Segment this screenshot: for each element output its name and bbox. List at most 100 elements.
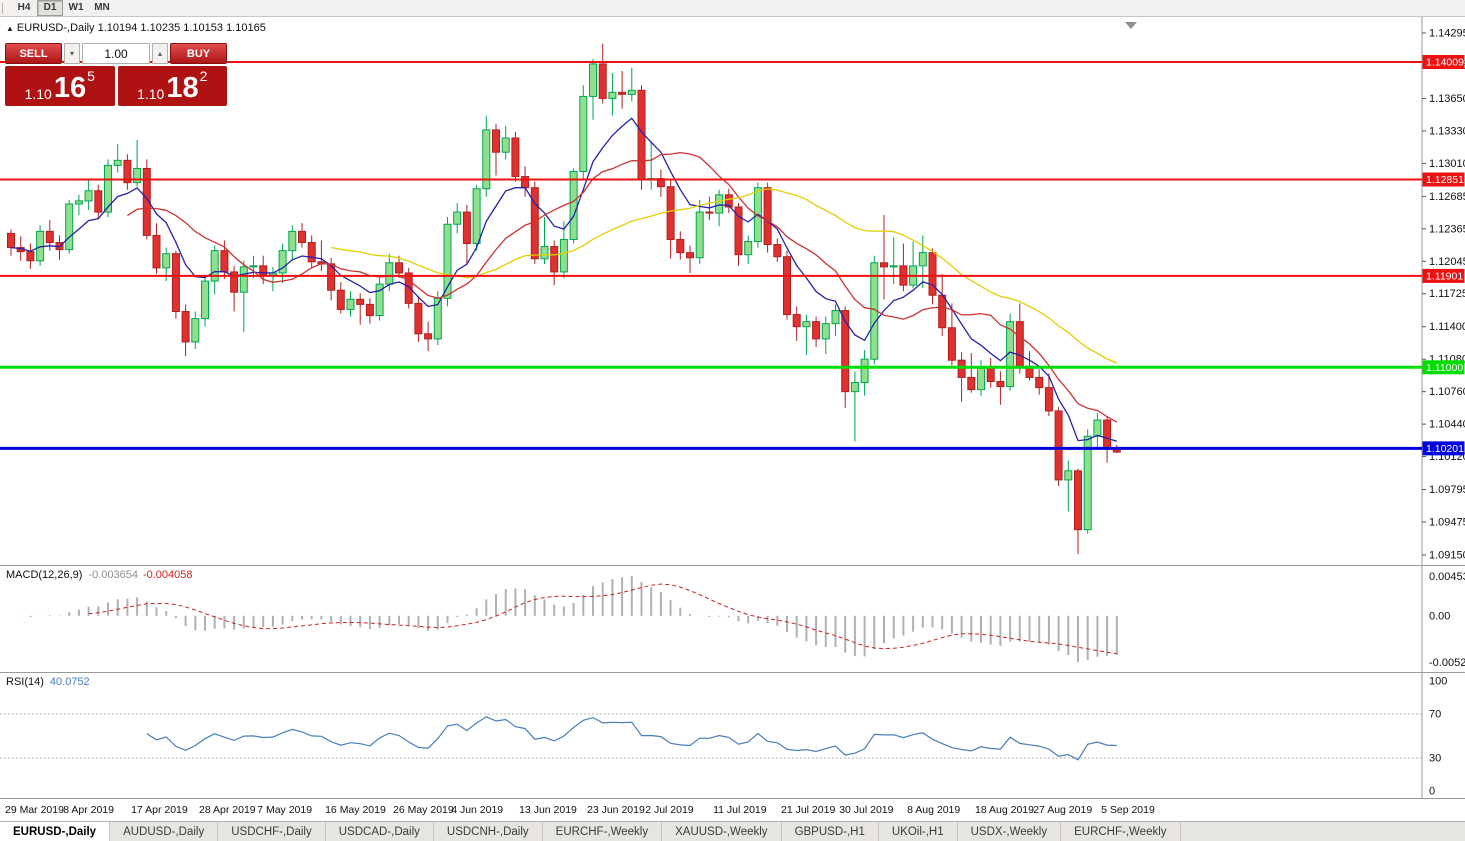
timeframe-button-h4[interactable]: H4 <box>17 2 31 13</box>
candle <box>686 245 694 273</box>
timeframe-button-w1[interactable]: W1 <box>68 2 84 13</box>
candle <box>744 235 753 264</box>
price-axis-label: 1.09795 <box>1429 484 1465 496</box>
candle <box>656 169 665 197</box>
candle <box>26 243 35 269</box>
volume-input[interactable] <box>82 43 150 64</box>
toolbar-grip-handle[interactable] <box>2 2 6 14</box>
rsi-chart[interactable]: 100 70 30 0 <box>0 673 1465 799</box>
chart-tab-5[interactable]: EURCHF-,Weekly <box>543 822 663 841</box>
chart-tab-7[interactable]: GBPUSD-,H1 <box>782 822 879 841</box>
one-click-prices-row: 1.10 16 5 1.10 18 2 <box>5 66 227 106</box>
candle <box>967 353 976 393</box>
volume-decrease-button[interactable]: ▾ <box>64 43 80 64</box>
sell-price-display[interactable]: 1.10 16 5 <box>5 66 115 106</box>
time-axis-label: 28 Apr 2019 <box>199 804 256 816</box>
candle <box>996 371 1005 405</box>
candle <box>501 125 510 160</box>
price-axis-label: 1.11725 <box>1429 288 1465 300</box>
chart-shift-marker-icon[interactable] <box>1125 22 1137 29</box>
chevron-up-icon: ▴ <box>157 48 162 58</box>
candle <box>65 199 74 254</box>
chart-tab-6[interactable]: XAUUSD-,Weekly <box>662 822 782 841</box>
price-axis-label: 1.12365 <box>1429 223 1465 235</box>
rsi-axis-label: 30 <box>1429 753 1441 765</box>
candle <box>559 221 568 279</box>
time-axis-label: 21 Jul 2019 <box>781 804 836 816</box>
candle <box>695 199 704 264</box>
chart-marker-icon: ▲ <box>6 24 14 33</box>
candle <box>36 225 45 266</box>
candle <box>715 189 724 227</box>
rsi-panel: 100 70 30 0 RSI(14) 40.0752 <box>0 672 1465 799</box>
ma-line-mid <box>127 151 1118 423</box>
macd-panel: 0.004536 0.00 -0.005205 MACD(12,26,9) -0.00… <box>0 565 1465 673</box>
candle <box>414 296 423 342</box>
candle <box>375 278 384 321</box>
candle <box>171 250 180 319</box>
time-axis-label: 18 Aug 2019 <box>975 804 1034 816</box>
buy-button[interactable]: BUY <box>170 43 227 64</box>
chart-tab-8[interactable]: UKOil-,H1 <box>879 822 958 841</box>
timeframe-button-mn[interactable]: MN <box>94 2 110 13</box>
chart-tab-2[interactable]: USDCHF-,Daily <box>218 822 326 841</box>
price-axis-label: 1.10440 <box>1429 419 1465 431</box>
price-axis-label: 1.12045 <box>1429 256 1465 268</box>
chart-tab-10[interactable]: EURCHF-,Weekly <box>1061 822 1181 841</box>
sell-button[interactable]: SELL <box>5 43 62 64</box>
chart-tab-4[interactable]: USDCNH-,Daily <box>434 822 543 841</box>
candle <box>880 215 888 300</box>
candle <box>152 223 161 274</box>
candle <box>104 159 112 218</box>
time-axis-label: 5 Sep 2019 <box>1101 804 1155 816</box>
candle <box>1054 406 1063 487</box>
price-axis-label: 1.13650 <box>1429 93 1465 105</box>
chart-tab-0[interactable]: EURUSD-,Daily <box>0 822 111 841</box>
price-chart[interactable]: 1.142951.139751.136501.133301.130101.126… <box>0 17 1465 565</box>
candle <box>899 243 908 292</box>
time-axis[interactable]: 29 Mar 2019 8 Apr 2019 17 Apr 2019 28 Apr 2… <box>0 798 1465 821</box>
timeframe-button-d1[interactable]: D1 <box>37 0 63 16</box>
candle <box>268 266 277 292</box>
chart-header: ▲ EURUSD-,Daily 1.10194 1.10235 1.10153 1… <box>6 22 266 34</box>
macd-main-value: -0.003654 <box>88 569 138 581</box>
candle <box>94 184 103 219</box>
candle <box>841 306 850 408</box>
sell-price-point: 5 <box>87 68 95 84</box>
macd-axis-label: 0.004536 <box>1429 571 1465 583</box>
price-level-badge-label: 1.11000 <box>1426 362 1463 374</box>
candle <box>627 68 636 102</box>
candle <box>336 282 345 314</box>
candle <box>1035 369 1044 395</box>
candle <box>1093 412 1102 449</box>
candle <box>763 182 772 253</box>
chart-tab-1[interactable]: AUDUSD-,Daily <box>110 822 219 841</box>
price-axis-label: 1.09475 <box>1429 517 1465 529</box>
buy-price-display[interactable]: 1.10 18 2 <box>117 66 227 106</box>
rsi-line <box>146 716 1117 761</box>
candle <box>404 267 413 309</box>
price-level-badge-label: 1.10201 <box>1426 443 1464 455</box>
candle <box>647 142 656 190</box>
time-axis-label: 16 May 2019 <box>325 804 386 816</box>
candle <box>123 154 132 190</box>
candle <box>298 223 306 248</box>
macd-chart[interactable]: 0.004536 0.00 -0.005205 <box>0 566 1465 673</box>
candle <box>482 115 491 197</box>
price-level-badge-label: 1.12851 <box>1426 174 1464 186</box>
price-axis-label: 1.13330 <box>1429 125 1465 137</box>
sell-price-big-figure: 1.10 <box>24 86 52 102</box>
time-axis-label: 4 Jun 2019 <box>451 804 504 816</box>
chart-tab-3[interactable]: USDCAD-,Daily <box>326 822 434 841</box>
candle <box>812 316 821 348</box>
buy-price-point: 2 <box>199 68 208 84</box>
price-axis-label: 1.10760 <box>1429 386 1465 398</box>
candle <box>210 245 219 295</box>
candle <box>550 240 559 286</box>
volume-increase-button[interactable]: ▴ <box>152 43 168 64</box>
chart-tab-9[interactable]: USDX-,Weekly <box>958 822 1062 841</box>
rsi-axis-label: 70 <box>1429 709 1441 721</box>
candle <box>55 235 64 260</box>
chart-tab-bar: EURUSD-,Daily AUDUSD-,Daily USDCHF-,Daily U… <box>0 821 1465 841</box>
